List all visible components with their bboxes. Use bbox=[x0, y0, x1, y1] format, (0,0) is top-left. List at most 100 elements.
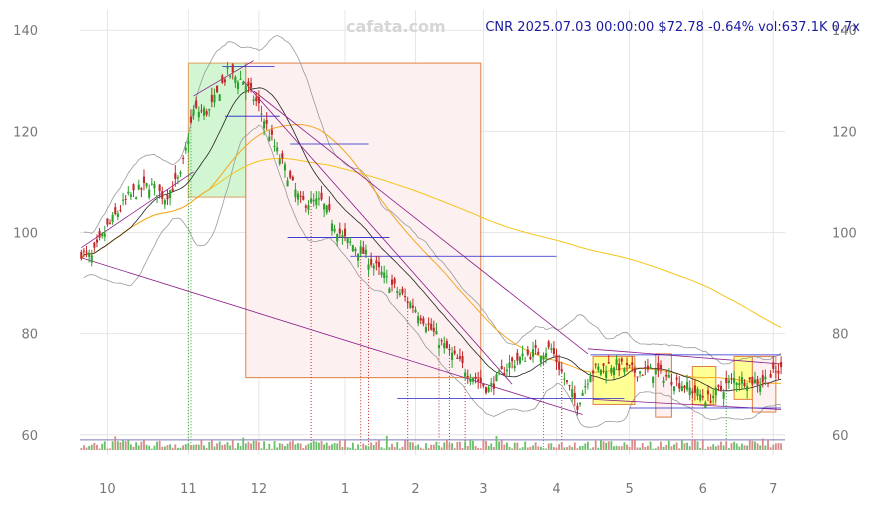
candle-body bbox=[278, 158, 281, 164]
candle-body bbox=[612, 367, 616, 376]
volume-bar bbox=[195, 444, 198, 450]
candle bbox=[182, 155, 185, 165]
volume-bar bbox=[409, 442, 412, 450]
volume-bar bbox=[741, 443, 743, 450]
candle-body bbox=[108, 222, 112, 224]
candle-body bbox=[479, 377, 482, 384]
candle-body bbox=[265, 119, 268, 124]
volume-bar bbox=[213, 446, 216, 450]
y-tick-label-left: 120 bbox=[13, 125, 38, 140]
candle-body bbox=[283, 164, 287, 171]
candle bbox=[252, 95, 255, 106]
candle bbox=[592, 369, 595, 382]
volume-bar bbox=[477, 447, 480, 450]
candle-body bbox=[270, 129, 273, 135]
volume-bar bbox=[644, 446, 647, 450]
volume-bar bbox=[278, 443, 281, 450]
candle bbox=[712, 389, 715, 404]
volume-bar bbox=[237, 442, 239, 450]
volume-bar bbox=[430, 444, 433, 450]
volume-bar bbox=[560, 442, 563, 450]
candle-body bbox=[406, 301, 409, 303]
candle-body bbox=[409, 302, 412, 308]
volume-bar bbox=[654, 448, 657, 450]
volume-bar bbox=[137, 445, 140, 450]
candle bbox=[719, 380, 723, 393]
volume-bar bbox=[717, 445, 720, 450]
volume-bar bbox=[83, 445, 85, 450]
candle-body bbox=[80, 251, 83, 259]
volume-bar bbox=[748, 440, 751, 450]
candle bbox=[584, 379, 587, 394]
candle bbox=[390, 274, 394, 292]
volume-bar bbox=[701, 440, 704, 450]
candle bbox=[505, 363, 508, 377]
candle-body bbox=[388, 288, 391, 293]
candle-body bbox=[114, 207, 117, 215]
candle-body bbox=[268, 136, 271, 141]
volume-bar bbox=[268, 443, 271, 450]
candle bbox=[456, 354, 459, 360]
candle-body bbox=[560, 369, 563, 372]
candle-body bbox=[487, 387, 490, 392]
volume-bar bbox=[649, 441, 652, 450]
candle-body bbox=[401, 288, 404, 294]
volume-bar bbox=[539, 446, 542, 450]
volume-bar bbox=[323, 444, 326, 450]
candle-body bbox=[296, 193, 300, 200]
volume-bar bbox=[743, 445, 746, 450]
volume-bar bbox=[294, 444, 297, 450]
candle-body bbox=[490, 382, 493, 387]
volume-bar bbox=[140, 441, 143, 450]
volume-bar bbox=[712, 444, 715, 450]
volume-bar bbox=[597, 447, 600, 450]
candle-body bbox=[299, 195, 302, 197]
candle bbox=[686, 374, 689, 392]
candle bbox=[197, 106, 200, 122]
candle-body bbox=[176, 177, 179, 179]
candle-body bbox=[618, 363, 621, 371]
candle-body bbox=[427, 323, 430, 325]
candle bbox=[349, 237, 352, 246]
candle bbox=[296, 190, 300, 206]
candle-body bbox=[696, 388, 699, 396]
candle-body bbox=[255, 97, 258, 102]
candle bbox=[641, 374, 644, 376]
volume-bar bbox=[263, 441, 265, 450]
candle bbox=[195, 96, 198, 110]
candle bbox=[223, 77, 226, 86]
candle-body bbox=[725, 378, 728, 384]
candle-body bbox=[772, 362, 775, 369]
candle bbox=[370, 252, 373, 268]
candle-body bbox=[774, 371, 777, 373]
candle bbox=[354, 247, 357, 257]
volume-bar bbox=[119, 442, 122, 450]
x-tick-label: 3 bbox=[479, 482, 487, 497]
candle-body bbox=[312, 199, 315, 202]
candle-body bbox=[678, 383, 681, 389]
candle bbox=[85, 245, 88, 258]
volume-bar bbox=[406, 440, 409, 450]
candle bbox=[202, 105, 206, 121]
candle bbox=[477, 371, 480, 389]
candle bbox=[430, 318, 433, 331]
candle bbox=[500, 359, 503, 370]
candle-body bbox=[354, 248, 357, 252]
candle bbox=[312, 193, 315, 207]
candle bbox=[249, 77, 253, 93]
volume-bar bbox=[503, 444, 506, 450]
candle bbox=[777, 363, 780, 380]
candle bbox=[748, 377, 751, 383]
volume-bar bbox=[169, 444, 171, 450]
candle-body bbox=[111, 214, 114, 223]
candle-body bbox=[453, 350, 456, 354]
volume-bar bbox=[116, 441, 119, 450]
volume-bar bbox=[124, 441, 127, 450]
candle bbox=[336, 233, 339, 247]
candle bbox=[618, 358, 621, 377]
candle-body bbox=[174, 173, 177, 179]
volume-bar bbox=[216, 443, 218, 450]
candle-body bbox=[200, 110, 203, 112]
candle bbox=[469, 373, 472, 386]
candle-body bbox=[234, 76, 237, 84]
